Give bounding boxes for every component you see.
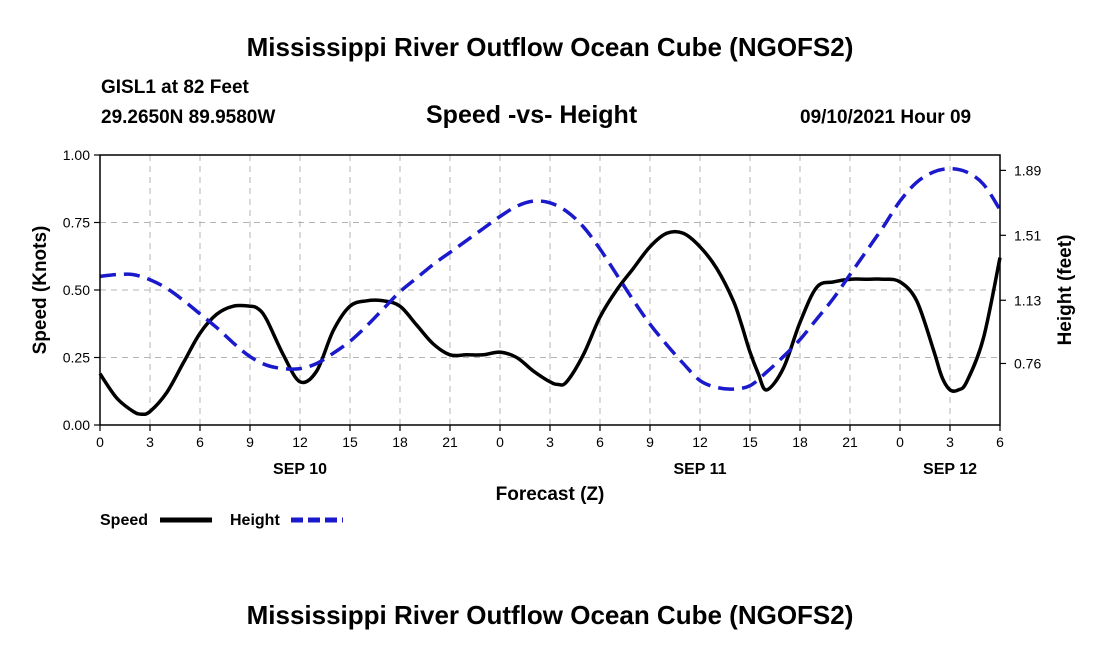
x-tick-label: 12 (692, 434, 708, 450)
legend-height-label: Height (230, 512, 280, 529)
day-label: SEP 11 (673, 461, 726, 478)
x-tick-label: 18 (392, 434, 408, 450)
y-tick-label: 0.50 (63, 282, 90, 298)
axis-layer: 0 3 6 9 12 15 18 21 0 3 6 9 12 15 18 21 0 3 6 0.00 0.25 0.50 0… (63, 147, 1042, 478)
y2-tick-label: 0.76 (1014, 355, 1041, 371)
page-title: Mississippi River Outflow Ocean Cube (NG… (246, 32, 854, 62)
y-tick-label: 0.00 (63, 417, 90, 433)
x-tick-label: 3 (146, 434, 154, 450)
footer-title: Mississippi River Outflow Ocean Cube (NG… (246, 600, 854, 630)
forecast-datetime: 09/10/2021 Hour 09 (800, 107, 972, 128)
day-label: SEP 10 (273, 461, 327, 478)
x-tick-label: 3 (546, 434, 554, 450)
x-tick-label: 9 (646, 434, 654, 450)
y2-axis-label: Height (feet) (1055, 235, 1076, 346)
height-series-line (99, 166, 1002, 391)
station-label: GISL1 at 82 Feet (101, 77, 249, 98)
y2-tick-label: 1.51 (1014, 227, 1041, 243)
x-tick-label: 3 (946, 434, 954, 450)
x-tick-label: 21 (442, 434, 458, 450)
y-tick-label: 1.00 (63, 147, 90, 163)
x-axis-label: Forecast (Z) (496, 484, 605, 505)
y-axis-label: Speed (Knots) (30, 226, 51, 355)
x-tick-label: 15 (342, 434, 358, 450)
y2-tick-label: 1.89 (1014, 162, 1041, 178)
x-tick-label: 21 (842, 434, 858, 450)
speed-series-line (98, 229, 1002, 417)
station-coordinates: 29.2650N 89.9580W (101, 107, 276, 128)
x-tick-label: 6 (596, 434, 604, 450)
x-tick-label: 15 (742, 434, 758, 450)
day-label: SEP 12 (923, 461, 977, 478)
x-tick-label: 12 (292, 434, 308, 450)
y-tick-label: 0.75 (63, 215, 90, 231)
x-tick-label: 0 (96, 434, 104, 450)
x-tick-label: 6 (996, 434, 1004, 450)
y2-tick-label: 1.13 (1014, 292, 1041, 308)
x-tick-label: 0 (496, 434, 504, 450)
y-tick-label: 0.25 (63, 350, 90, 366)
x-tick-label: 18 (792, 434, 808, 450)
plot-title: Speed -vs- Height (426, 101, 638, 129)
legend: Speed Height (100, 512, 343, 529)
x-tick-label: 9 (246, 434, 254, 450)
series-layer (98, 166, 1002, 417)
legend-speed-label: Speed (100, 512, 148, 529)
x-tick-label: 0 (896, 434, 904, 450)
grid-layer (100, 155, 1000, 425)
x-tick-label: 6 (196, 434, 204, 450)
